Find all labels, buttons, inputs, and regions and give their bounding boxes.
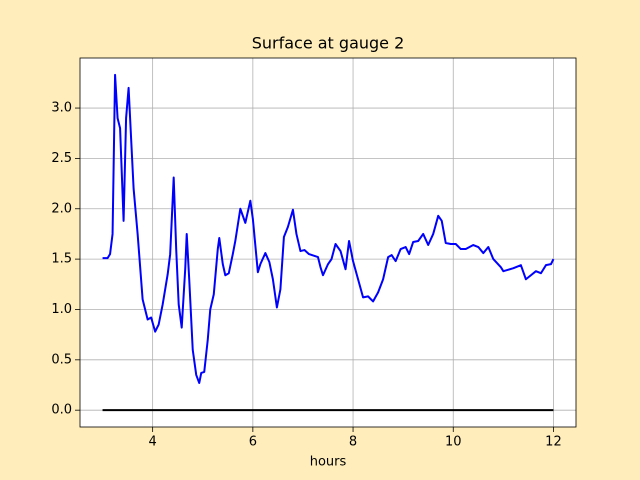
plot-area (80, 58, 576, 427)
y-tick-label: 2.5 (51, 151, 72, 166)
y-tick-label: 0.0 (51, 403, 72, 418)
x-tick-label: 8 (349, 435, 357, 450)
x-axis-label: hours (310, 455, 347, 470)
axes-frame (79, 57, 577, 428)
y-tick-label: 2.0 (51, 201, 72, 216)
y-tick-label: 3.0 (51, 101, 72, 116)
y-tick-label: 1.0 (51, 302, 72, 317)
chart-title: Surface at gauge 2 (252, 34, 405, 53)
x-tick-label: 6 (249, 435, 257, 450)
y-tick-label: 0.5 (51, 352, 72, 367)
x-tick-label: 12 (545, 435, 562, 450)
data-line (102, 73, 555, 384)
x-tick-label: 4 (149, 435, 157, 450)
y-tick-label: 1.5 (51, 252, 72, 267)
x-tick-label: 10 (445, 435, 462, 450)
